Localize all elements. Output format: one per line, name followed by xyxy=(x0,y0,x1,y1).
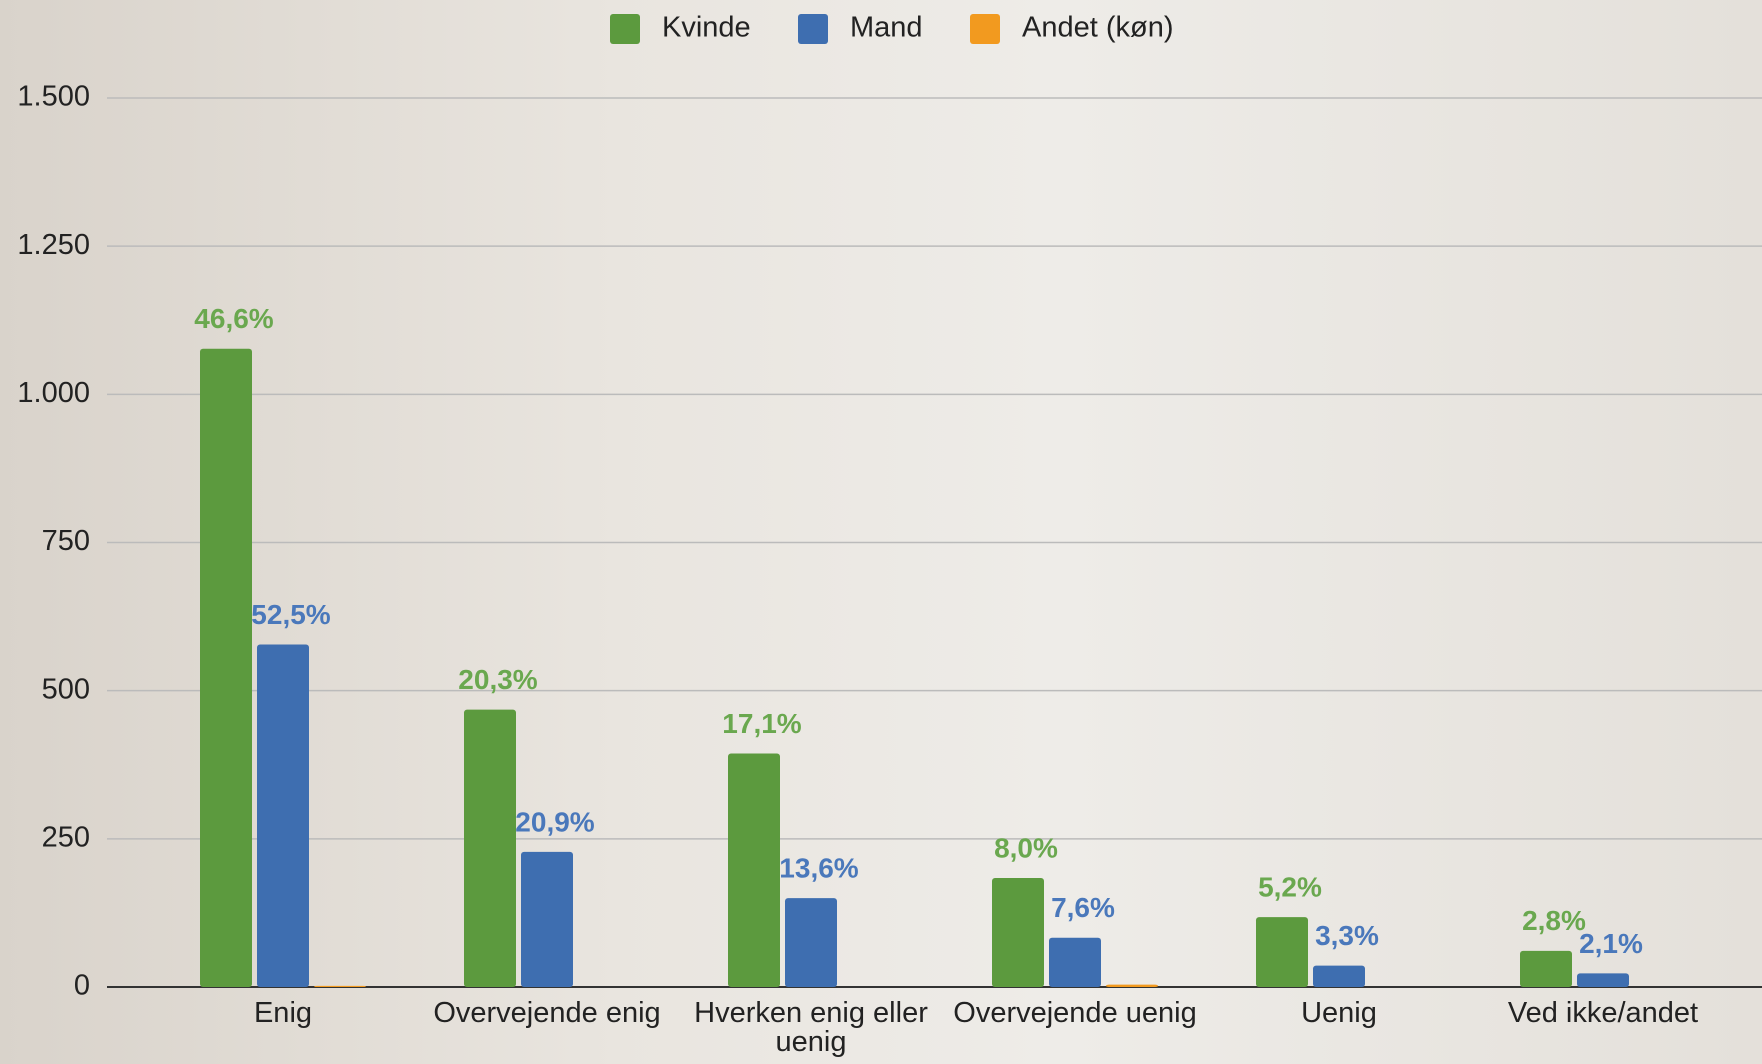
y-tick-label: 750 xyxy=(42,525,90,557)
y-tick-label: 500 xyxy=(42,673,90,705)
bar xyxy=(1106,985,1158,987)
data-label: 3,3% xyxy=(1315,920,1379,951)
data-label: 8,0% xyxy=(994,832,1058,863)
x-tick-label: Enig xyxy=(153,999,413,1028)
data-label: 17,1% xyxy=(722,708,801,739)
chart-page: 0 250 500 750 1.000 1.250 1.500 Kvinde Mand Andet… xyxy=(0,0,1762,1064)
data-label: 2,8% xyxy=(1522,905,1586,936)
y-tick-label: 1.250 xyxy=(17,229,90,261)
data-label: 7,6% xyxy=(1051,892,1115,923)
x-tick-label: Overvejende uenig xyxy=(945,999,1205,1028)
bar xyxy=(464,710,516,987)
legend-label: Mand xyxy=(850,12,923,44)
bar xyxy=(1256,917,1308,987)
y-tick-label: 250 xyxy=(42,821,90,853)
bar xyxy=(200,349,252,987)
bar xyxy=(257,644,309,987)
legend-swatch xyxy=(610,14,640,44)
x-tick-label: Ved ikke/andet xyxy=(1473,999,1733,1028)
legend-label: Andet (køn) xyxy=(1022,12,1174,44)
chart: 0 250 500 750 1.000 1.250 1.500 Kvinde Mand Andet… xyxy=(0,0,1762,1064)
y-tick-label: 1.000 xyxy=(17,377,90,409)
legend-label: Kvinde xyxy=(662,12,751,44)
data-label: 46,6% xyxy=(194,303,273,334)
data-label: 20,3% xyxy=(458,664,537,695)
bar xyxy=(314,986,366,987)
bar xyxy=(992,878,1044,987)
y-tick-label: 1.500 xyxy=(17,81,90,113)
data-label: 5,2% xyxy=(1258,871,1322,902)
x-tick-label: Overvejende enig xyxy=(417,999,677,1028)
data-label: 52,5% xyxy=(251,599,330,630)
bar xyxy=(728,753,780,987)
bar xyxy=(1520,951,1572,987)
bar xyxy=(1313,966,1365,987)
data-label: 13,6% xyxy=(779,852,858,883)
x-tick-label: Uenig xyxy=(1209,999,1469,1028)
bar xyxy=(785,898,837,987)
legend-swatch xyxy=(970,14,1000,44)
bar xyxy=(1577,973,1629,987)
bar xyxy=(521,852,573,987)
y-tick-label: 0 xyxy=(74,970,90,1002)
data-label: 20,9% xyxy=(515,806,594,837)
bar xyxy=(1049,938,1101,987)
data-label: 2,1% xyxy=(1579,928,1643,959)
legend-swatch xyxy=(798,14,828,44)
x-tick-label: Hverken enig eller uenig xyxy=(681,999,941,1057)
